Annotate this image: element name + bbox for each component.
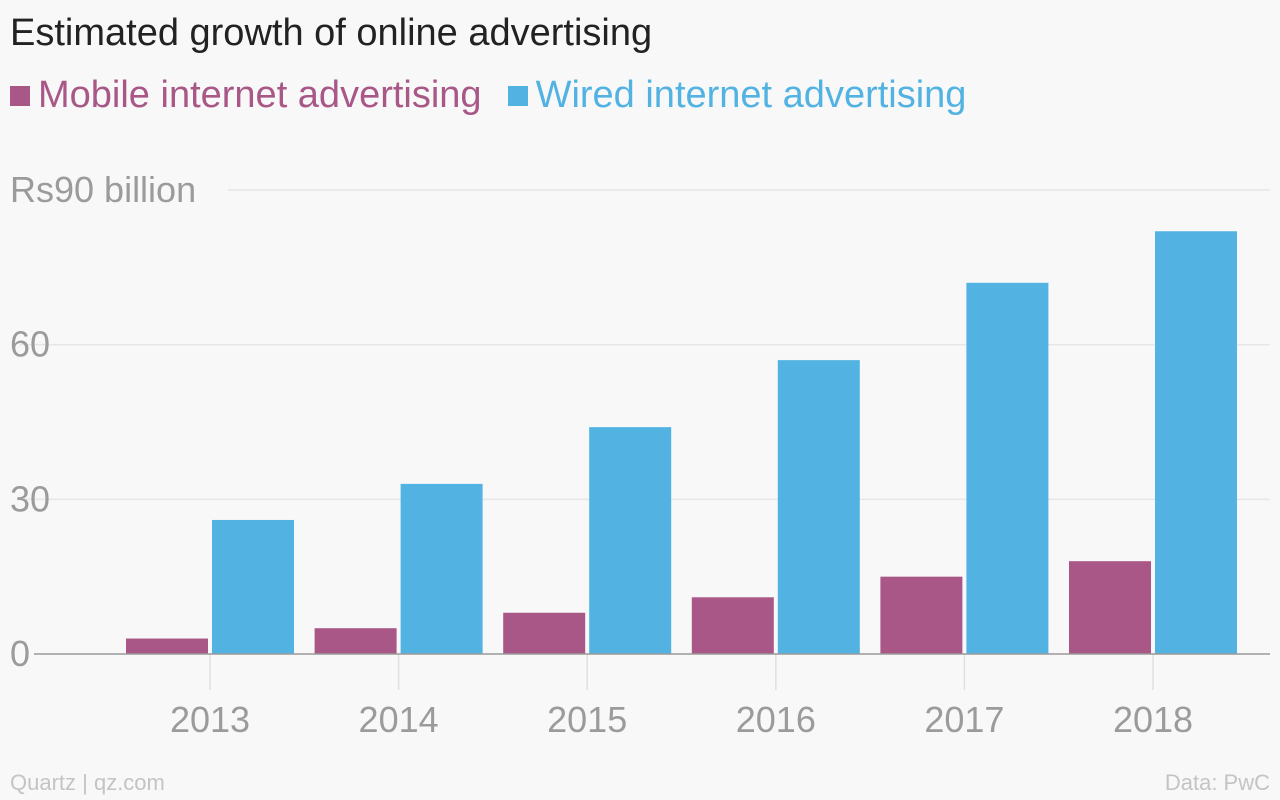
legend-label-mobile: Mobile internet advertising [38,74,482,116]
source-credit: Quartz | qz.com [10,770,165,795]
bar-wired [212,519,294,654]
y-tick-label: 30 [10,478,50,519]
legend-label-wired: Wired internet advertising [535,74,967,116]
bar-wired [589,427,672,654]
y-tick-label: 0 [10,633,30,674]
y-tick-label: Rs90 billion [10,169,196,210]
y-tick-label: 60 [10,324,50,365]
legend: Mobile internet advertising Wired intern… [10,74,992,117]
bar-mobile [314,628,397,654]
chart-title: Estimated growth of online advertising [10,12,653,54]
bar-mobile [503,612,586,654]
bar-wired [966,282,1049,654]
legend-item-wired: Wired internet advertising [507,74,967,117]
x-tick-label: 2014 [359,699,439,740]
bar-wired [400,483,483,654]
bar-wired [777,360,860,654]
legend-swatch-mobile [10,85,30,106]
x-tick-label: 2015 [547,699,627,740]
bar-wired [1155,231,1237,654]
bar-mobile [691,597,774,654]
x-tick-label: 2017 [924,699,1004,740]
bar-mobile [126,638,208,654]
x-tick-label: 2016 [736,699,816,740]
bar-mobile [1069,561,1151,654]
data-source: Data: PwC [1164,770,1270,795]
legend-item-mobile: Mobile internet advertising [10,74,482,117]
x-tick-label: 2018 [1113,699,1193,740]
bar-mobile [880,576,963,654]
x-tick-label: 2013 [170,699,250,740]
legend-swatch-wired [507,85,528,106]
